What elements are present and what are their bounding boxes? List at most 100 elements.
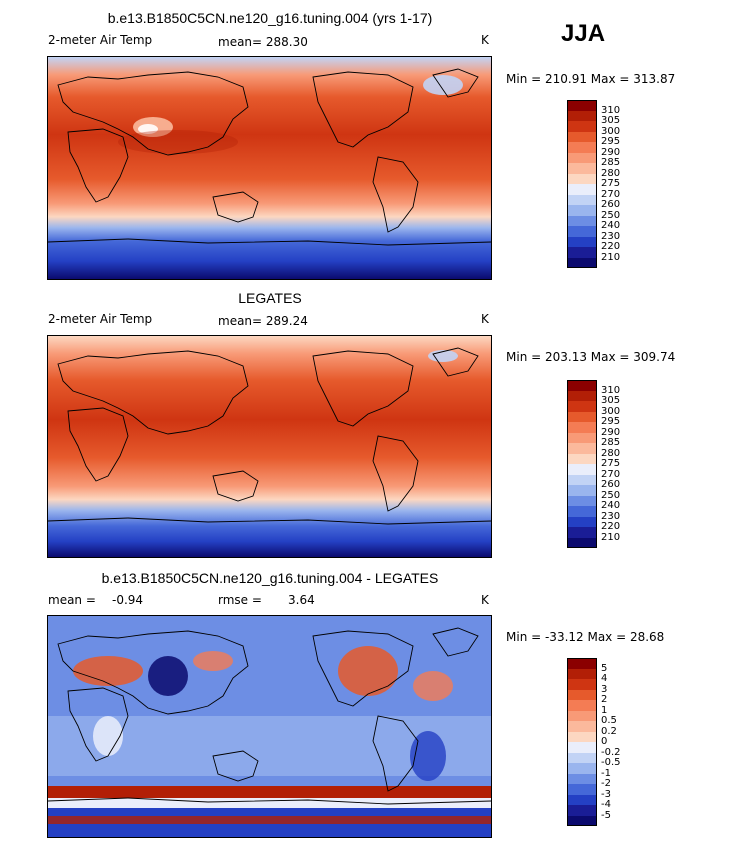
- panel2-title: LEGATES: [238, 290, 302, 306]
- panel3-mean-label: mean =: [48, 593, 96, 607]
- panel3-minmax: Min = -33.12 Max = 28.68: [506, 630, 665, 644]
- colorbar-swatch: [567, 432, 597, 443]
- colorbar-tick-label: 290: [601, 146, 621, 158]
- colorbar-swatch: [567, 731, 597, 742]
- colorbar-tick-label: -2: [601, 778, 611, 789]
- colorbar-tick-label: 1: [601, 704, 608, 716]
- panel2-minmax: Min = 203.13 Max = 309.74: [506, 350, 676, 364]
- colorbar-tick-label: 295: [601, 136, 621, 147]
- panel1-map-svg: [48, 57, 491, 279]
- colorbar-swatch: [567, 215, 597, 226]
- panel3-title: b.e13.B1850C5CN.ne120_g16.tuning.004 - L…: [101, 570, 439, 586]
- panel1-title: b.e13.B1850C5CN.ne120_g16.tuning.004 (yr…: [107, 10, 433, 26]
- colorbar-swatch: [567, 805, 597, 816]
- colorbar-tick-label: -0.2: [601, 746, 621, 758]
- panel2-mean: mean= 289.24: [218, 314, 308, 328]
- colorbar-tick-label: 275: [601, 178, 621, 189]
- colorbar-swatch: [567, 205, 597, 216]
- colorbar-tick-label: 300: [601, 125, 621, 137]
- colorbar-swatch: [567, 152, 597, 163]
- colorbar-tick-label: 250: [601, 489, 621, 501]
- colorbar-swatch: [567, 679, 597, 690]
- panel3-mean-value: -0.94: [112, 593, 144, 607]
- colorbar-tick-label: 240: [601, 220, 621, 231]
- colorbar-swatch: [567, 815, 597, 826]
- colorbar-tick-label: 4: [601, 673, 608, 684]
- panel1-mean: mean= 288.30: [218, 35, 308, 49]
- colorbar-swatch: [567, 226, 597, 237]
- colorbar-tick-label: 210: [601, 531, 621, 543]
- colorbar-tick-label: 0: [601, 736, 608, 747]
- panel1-map: [47, 56, 492, 280]
- colorbar-tick-label: 275: [601, 458, 621, 469]
- panel3-units: K: [481, 593, 489, 607]
- colorbar-tick-label: -3: [601, 788, 611, 800]
- panel3-map-svg: [48, 616, 491, 837]
- colorbar-tick-label: 310: [601, 104, 621, 116]
- panel3-rmse-label: rmse =: [218, 593, 262, 607]
- colorbar-tick-label: 280: [601, 447, 621, 459]
- colorbar-tick-label: 250: [601, 209, 621, 221]
- colorbar-swatch: [567, 464, 597, 475]
- colorbar-tick-label: 220: [601, 241, 621, 252]
- colorbar-swatch: [567, 506, 597, 517]
- panel3-map: [47, 615, 492, 838]
- colorbar-swatch: [567, 131, 597, 142]
- colorbar-swatch: [567, 257, 597, 268]
- colorbar-tick-label: 310: [601, 384, 621, 396]
- colorbar-swatch: [567, 668, 597, 679]
- colorbar-tick-label: 0.2: [601, 725, 617, 737]
- colorbar-swatch: [567, 710, 597, 721]
- colorbar-tick-label: 230: [601, 230, 621, 242]
- panel3-rmse-value: 3.64: [288, 593, 315, 607]
- colorbar-swatch: [567, 401, 597, 412]
- colorbar-swatch: [567, 163, 597, 174]
- colorbar-swatch: [567, 516, 597, 527]
- panel1-variable: 2-meter Air Temp: [48, 33, 153, 47]
- colorbar-swatch: [567, 537, 597, 548]
- colorbar-swatch: [567, 173, 597, 184]
- colorbar-swatch: [567, 380, 597, 391]
- colorbar-tick-label: 260: [601, 199, 621, 210]
- colorbar-swatch: [567, 527, 597, 538]
- colorbar-tick-label: 305: [601, 115, 621, 126]
- colorbar-tick-label: 305: [601, 395, 621, 406]
- colorbar-swatch: [567, 763, 597, 774]
- colorbar-swatch: [567, 485, 597, 496]
- colorbar-tick-label: 270: [601, 188, 621, 200]
- colorbar-tick-label: 220: [601, 521, 621, 532]
- colorbar-tick-label: 3: [601, 683, 608, 695]
- colorbar-tick-label: 270: [601, 468, 621, 480]
- panel2-map-svg: [48, 336, 491, 557]
- colorbar-tick-label: 290: [601, 426, 621, 438]
- colorbar-swatch: [567, 742, 597, 753]
- colorbar-tick-label: 260: [601, 479, 621, 490]
- colorbar-swatch: [567, 784, 597, 795]
- colorbar-swatch: [567, 411, 597, 422]
- panel2-units: K: [481, 312, 489, 326]
- panel2-variable: 2-meter Air Temp: [48, 312, 153, 326]
- colorbar-tick-label: 210: [601, 251, 621, 263]
- season-label: JJA: [561, 20, 606, 47]
- colorbar-tick-label: 240: [601, 500, 621, 511]
- panel1-minmax: Min = 210.91 Max = 313.87: [506, 72, 676, 86]
- colorbar-tick-label: 280: [601, 167, 621, 179]
- colorbar-swatch: [567, 495, 597, 506]
- colorbar-swatch: [567, 110, 597, 121]
- colorbar-tick-label: -1: [601, 767, 611, 779]
- colorbar-tick-label: 300: [601, 405, 621, 417]
- colorbar-tick-label: 2: [601, 694, 608, 705]
- colorbar-swatch: [567, 443, 597, 454]
- colorbar-swatch: [567, 658, 597, 669]
- colorbar-tick-label: 5: [601, 662, 608, 674]
- colorbar-swatch: [567, 700, 597, 711]
- colorbar-swatch: [567, 194, 597, 205]
- colorbar-tick-label: -4: [601, 799, 611, 810]
- colorbar-tick-label: 285: [601, 157, 621, 168]
- colorbar-swatch: [567, 100, 597, 111]
- panel1-units: K: [481, 33, 489, 47]
- colorbar-swatch: [567, 184, 597, 195]
- colorbar-tick-label: 295: [601, 416, 621, 427]
- colorbar-swatch: [567, 142, 597, 153]
- colorbar-tick-label: -0.5: [601, 757, 621, 768]
